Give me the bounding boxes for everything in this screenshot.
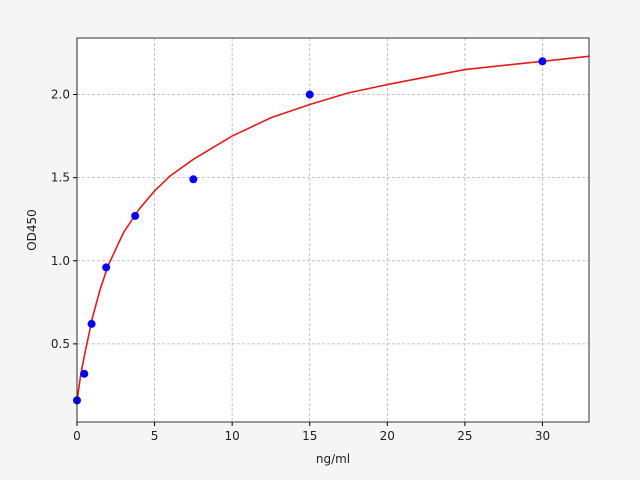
y-tick-label: 1.5 — [51, 171, 70, 185]
x-axis-label: ng/ml — [316, 452, 350, 466]
data-point — [131, 211, 140, 220]
x-tick-label: 30 — [535, 429, 550, 443]
fit-curve — [77, 55, 589, 401]
y-tick-label: 2.0 — [51, 88, 70, 102]
y-tick-label: 1.0 — [51, 254, 70, 268]
x-tick-label: 5 — [151, 429, 159, 443]
data-point — [102, 263, 111, 272]
x-tick-label: 15 — [302, 429, 317, 443]
y-axis-label: OD450 — [25, 209, 39, 251]
axes-frame — [76, 37, 590, 423]
y-tick-label: 0.5 — [51, 337, 70, 351]
plot-area — [77, 38, 589, 422]
data-point — [305, 90, 314, 99]
data-point — [538, 57, 547, 66]
x-tick-label: 20 — [380, 429, 395, 443]
x-tick-label: 10 — [225, 429, 240, 443]
x-tick-label: 0 — [73, 429, 81, 443]
data-point — [80, 369, 89, 378]
x-tick-label: 25 — [457, 429, 472, 443]
data-point — [87, 319, 96, 328]
data-point — [189, 175, 198, 184]
